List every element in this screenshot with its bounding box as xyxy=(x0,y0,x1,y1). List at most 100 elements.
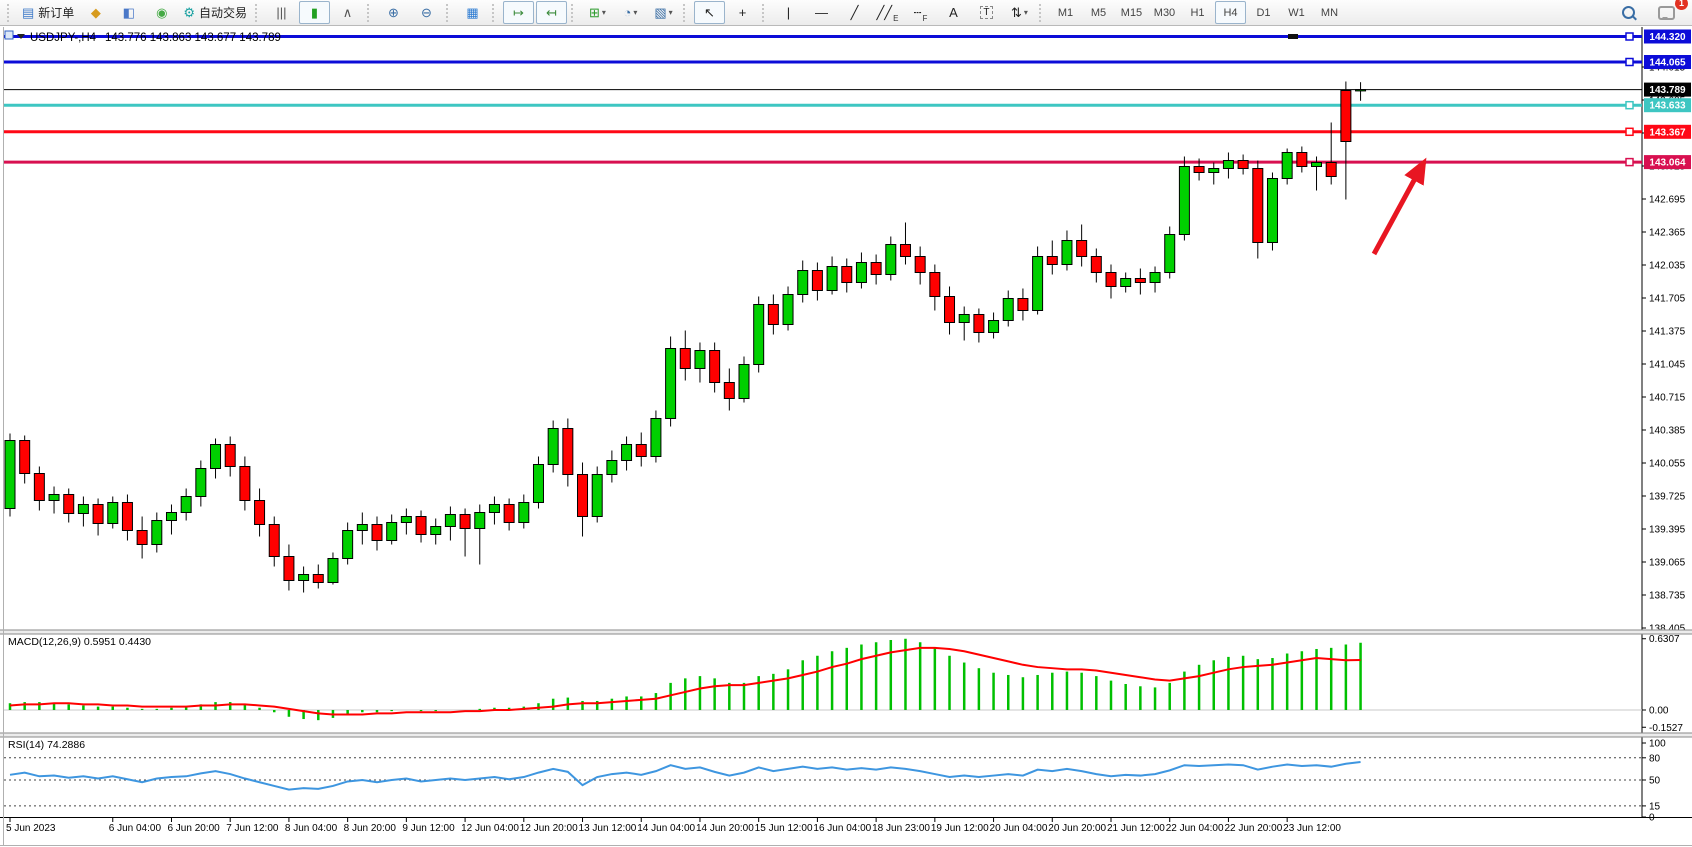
price-tick-label: 138.405 xyxy=(1649,624,1686,635)
fibonacci-sub-label: F xyxy=(922,14,928,23)
time-tick-label: 9 Jun 12:00 xyxy=(402,823,455,834)
indicators-button[interactable]: ⊞ ▾ xyxy=(582,1,613,24)
autoscroll-button[interactable]: ↦ xyxy=(502,1,534,24)
zoom-in-button[interactable]: ⊕ xyxy=(378,1,409,24)
toolbar-grip xyxy=(7,3,12,22)
candle-body xyxy=(1032,256,1044,311)
hline-143.633[interactable] xyxy=(4,100,1642,110)
profile-button[interactable]: ◧ xyxy=(113,1,144,24)
timeframe-mn-button[interactable]: MN xyxy=(1314,1,1345,24)
candle-body xyxy=(1281,152,1293,179)
hline-objects xyxy=(4,32,1642,167)
fibonacci-button[interactable]: ┄ F xyxy=(905,1,936,24)
community-button[interactable]: 1 xyxy=(1651,0,1688,24)
trendline-button[interactable]: ╱ xyxy=(839,1,870,24)
periods-icon: ◔ xyxy=(623,5,632,20)
autotrading-button[interactable]: ⚙ 自动交易 xyxy=(179,1,251,24)
vertical-line-button[interactable]: | xyxy=(773,1,804,24)
chart-shift-button[interactable]: ↤ xyxy=(535,1,567,24)
hline-143.064[interactable] xyxy=(4,157,1642,167)
search-button[interactable] xyxy=(1613,1,1644,24)
price-axis[interactable]: 144.015143.685143.355143.025142.695142.3… xyxy=(1641,27,1691,817)
candle-body xyxy=(1193,166,1205,173)
chart-canvas[interactable]: 144.015143.685143.355143.025142.695142.3… xyxy=(0,26,1692,847)
hline-handle[interactable] xyxy=(1625,157,1634,167)
candle-body xyxy=(1090,256,1102,273)
candle-body xyxy=(1237,160,1249,169)
timeframe-m15-button[interactable]: M15 xyxy=(1116,1,1147,24)
candle-body xyxy=(180,496,192,513)
timeframe-h4-button[interactable]: H4 xyxy=(1214,1,1246,24)
hline-144.320[interactable] xyxy=(4,32,1642,41)
candle-body xyxy=(33,473,45,501)
price-label-144.320: 144.320 xyxy=(1644,29,1691,44)
time-tick-label: 12 Jun 20:00 xyxy=(520,823,578,834)
main-macd-splitter[interactable] xyxy=(0,629,1692,635)
crosshair-button[interactable]: + xyxy=(727,1,758,24)
timeframe-m5-button[interactable]: M5 xyxy=(1083,1,1114,24)
horizontal-line-button[interactable]: — xyxy=(806,1,837,24)
hline-handle[interactable] xyxy=(1625,127,1634,137)
tile-windows-button[interactable]: ▦ xyxy=(457,1,488,24)
hline-mid-handle[interactable] xyxy=(1288,34,1298,39)
candle-body xyxy=(48,494,60,501)
text-button[interactable]: A xyxy=(938,1,969,24)
symbol-dropdown-icon[interactable] xyxy=(17,34,25,39)
candle-body xyxy=(1208,168,1220,173)
hline-handle[interactable] xyxy=(1625,32,1634,41)
timeframe-d1-button[interactable]: D1 xyxy=(1248,1,1279,24)
macd-rsi-splitter[interactable] xyxy=(0,732,1692,738)
timeframe-w1-button[interactable]: W1 xyxy=(1281,1,1312,24)
bar-chart-button[interactable]: ||| xyxy=(266,1,297,24)
candle-body xyxy=(1311,162,1323,167)
price-label-box xyxy=(1644,82,1691,97)
metaeditor-button[interactable]: ◆ xyxy=(80,1,111,24)
price-tick-label: 141.045 xyxy=(1649,360,1686,371)
toolbar-grip xyxy=(682,3,688,22)
candle-body xyxy=(1178,166,1190,235)
hline-144.065[interactable] xyxy=(4,57,1642,67)
arrows-button[interactable]: ⇅ ▾ xyxy=(1004,1,1035,24)
candle-body xyxy=(254,500,266,525)
periods-button[interactable]: ◔ ▾ xyxy=(615,1,646,24)
rsi-label: RSI(14) 74.2886 xyxy=(8,739,85,751)
window-icon xyxy=(4,30,14,40)
new-order-button[interactable]: ▤ 新订单 xyxy=(18,1,78,24)
candle-body xyxy=(488,504,500,513)
timeframe-h1-button[interactable]: H1 xyxy=(1182,1,1213,24)
hline-143.367[interactable] xyxy=(4,127,1642,137)
candle-body xyxy=(356,524,368,531)
cursor-button[interactable]: ↖ xyxy=(693,1,725,24)
time-tick-label: 22 Jun 20:00 xyxy=(1224,823,1282,834)
profile-icon: ◧ xyxy=(122,5,135,20)
text-label-button[interactable]: T xyxy=(971,1,1002,24)
timeframe-label: M1 xyxy=(1057,6,1074,19)
candle-body xyxy=(1252,168,1264,243)
zoom-out-icon: ⊖ xyxy=(421,5,432,20)
time-axis[interactable]: 5 Jun 2023 6 Jun 04:00 6 Jun 20:00 7 Jun 12… xyxy=(0,817,1692,835)
templates-button[interactable]: ▧ ▾ xyxy=(648,1,679,24)
zoom-out-button[interactable]: ⊖ xyxy=(411,1,442,24)
trend-arrow-annotation[interactable] xyxy=(1371,157,1427,256)
templates-dropdown-caret: ▾ xyxy=(668,8,673,17)
splitter-band xyxy=(0,630,1692,634)
hline-handle[interactable] xyxy=(1625,100,1634,110)
timeframe-m1-button[interactable]: M1 xyxy=(1050,1,1081,24)
hline-handle[interactable] xyxy=(1625,57,1634,67)
price-label-144.065: 144.065 xyxy=(1644,55,1691,69)
signals-button[interactable]: ◉ xyxy=(146,1,177,24)
candle-body xyxy=(1061,240,1073,265)
price-tick-label: 139.725 xyxy=(1649,492,1686,503)
candlestick-chart-button[interactable]: ▮ xyxy=(298,1,330,24)
candle-body xyxy=(753,304,765,365)
candle-body xyxy=(415,516,427,535)
candle-body xyxy=(826,266,838,291)
price-label-text: 144.065 xyxy=(1649,58,1686,69)
candle-body xyxy=(973,314,985,333)
equidistant-channel-button[interactable]: ╱╱ E xyxy=(872,1,903,24)
time-tick-label: 14 Jun 20:00 xyxy=(696,823,754,834)
line-chart-button[interactable]: ∧ xyxy=(332,1,363,24)
timeframe-m30-button[interactable]: M30 xyxy=(1149,1,1180,24)
line-chart-icon: ∧ xyxy=(342,5,353,20)
candlestick-chart-icon: ▮ xyxy=(310,5,319,20)
